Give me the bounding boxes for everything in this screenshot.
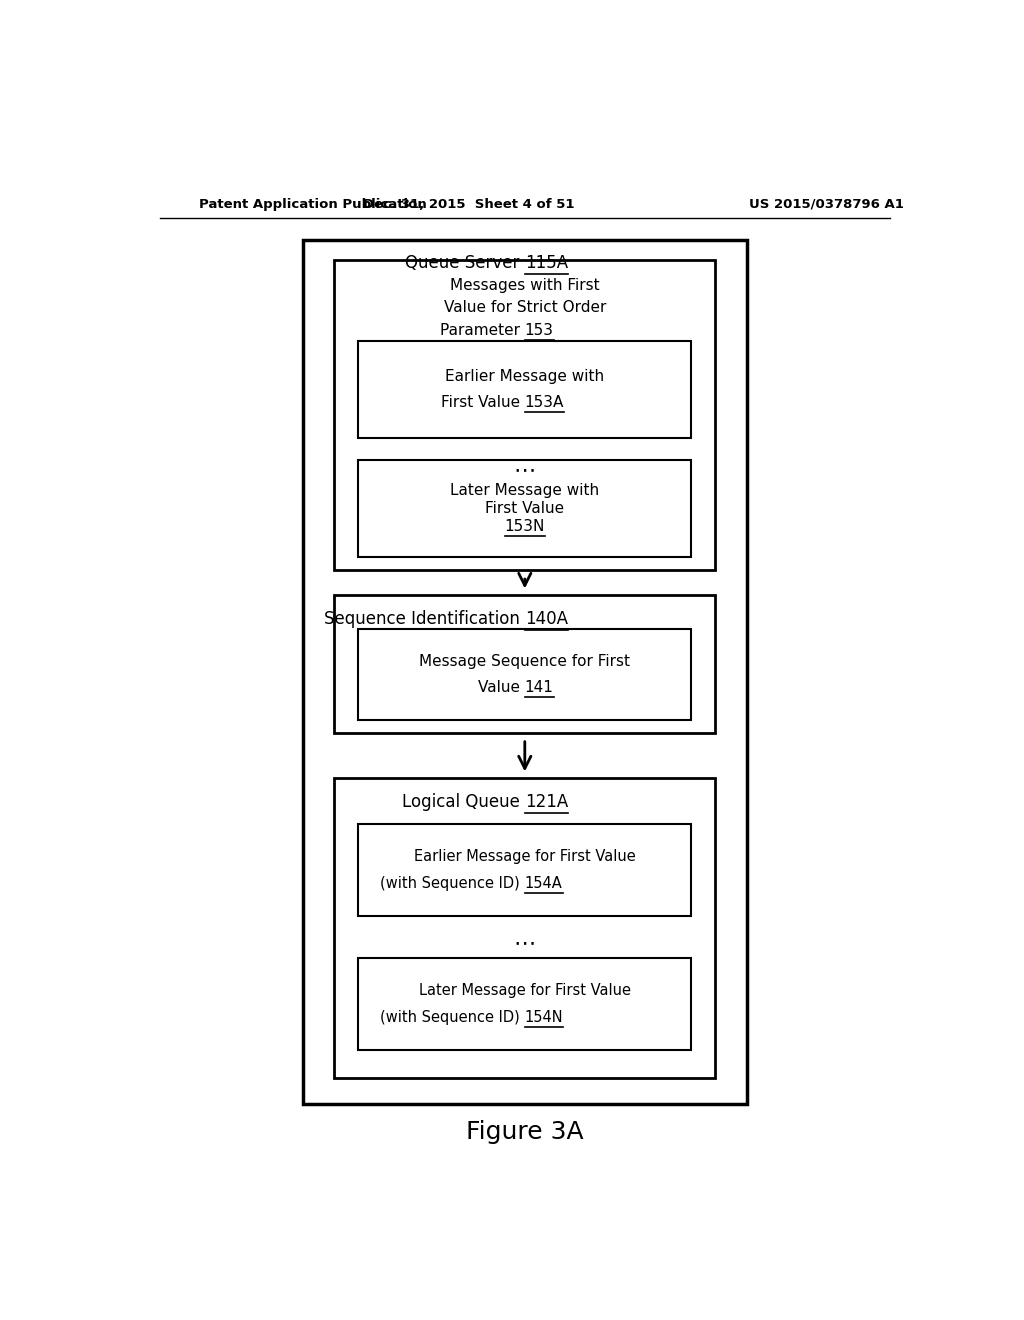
FancyBboxPatch shape	[358, 342, 691, 438]
Text: Queue Server: Queue Server	[406, 253, 524, 272]
Text: ⋯: ⋯	[514, 461, 536, 480]
Text: Figure 3A: Figure 3A	[466, 1121, 584, 1144]
Text: US 2015/0378796 A1: US 2015/0378796 A1	[749, 198, 904, 211]
FancyBboxPatch shape	[334, 260, 715, 570]
Text: 154A: 154A	[524, 875, 562, 891]
Text: 141: 141	[524, 680, 554, 696]
Text: Value: Value	[478, 680, 524, 696]
Text: Value for Strict Order: Value for Strict Order	[443, 301, 606, 315]
Text: Patent Application Publication: Patent Application Publication	[200, 198, 427, 211]
FancyBboxPatch shape	[358, 958, 691, 1049]
Text: 153A: 153A	[524, 396, 564, 411]
Text: Messages with First: Messages with First	[450, 279, 600, 293]
FancyBboxPatch shape	[358, 630, 691, 721]
Text: (with Sequence ID): (with Sequence ID)	[381, 875, 524, 891]
Text: 153N: 153N	[505, 519, 545, 535]
Text: 154N: 154N	[524, 1010, 563, 1024]
Text: 153: 153	[524, 322, 554, 338]
Text: Dec. 31, 2015  Sheet 4 of 51: Dec. 31, 2015 Sheet 4 of 51	[364, 198, 575, 211]
FancyBboxPatch shape	[358, 461, 691, 557]
FancyBboxPatch shape	[303, 240, 748, 1104]
Text: Later Message with: Later Message with	[451, 483, 599, 498]
Text: 140A: 140A	[524, 610, 567, 628]
Text: 121A: 121A	[524, 793, 568, 810]
Text: Parameter: Parameter	[440, 322, 524, 338]
Text: Logical Queue: Logical Queue	[401, 793, 524, 810]
FancyBboxPatch shape	[334, 595, 715, 733]
Text: Earlier Message with: Earlier Message with	[445, 368, 604, 384]
Text: (with Sequence ID): (with Sequence ID)	[381, 1010, 524, 1024]
FancyBboxPatch shape	[358, 824, 691, 916]
Text: Message Sequence for First: Message Sequence for First	[419, 653, 631, 669]
Text: Earlier Message for First Value: Earlier Message for First Value	[414, 849, 636, 865]
Text: First Value: First Value	[440, 396, 524, 411]
FancyBboxPatch shape	[334, 779, 715, 1078]
Text: First Value: First Value	[485, 502, 564, 516]
Text: Later Message for First Value: Later Message for First Value	[419, 983, 631, 998]
Text: 115A: 115A	[524, 253, 568, 272]
Text: ⋯: ⋯	[514, 933, 536, 953]
Text: Sequence Identification: Sequence Identification	[324, 610, 524, 628]
